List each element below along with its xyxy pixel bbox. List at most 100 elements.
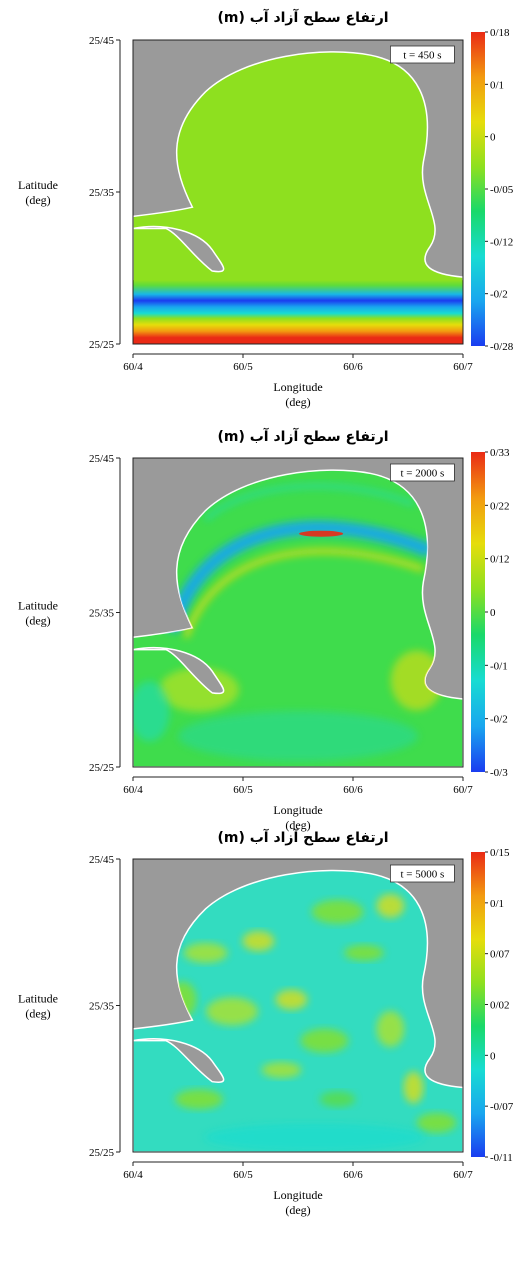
patch [175, 1089, 223, 1110]
x-tick-label: 60/5 [233, 361, 253, 373]
x-axis-unit: (deg) [285, 818, 310, 832]
water-pattern [133, 483, 443, 762]
wave-arc-upper [203, 483, 415, 522]
colorbar-tick-label: 0/1 [490, 79, 504, 91]
x-tick-label: 60/5 [233, 1169, 253, 1181]
land-peninsula [133, 225, 225, 273]
wave-band [133, 280, 463, 344]
patch [204, 1123, 425, 1152]
y-tick-label: 25/45 [89, 453, 115, 465]
colorbar: 0/15 0/1 0/07 0/02 0 -0/07 -0/11 [471, 847, 514, 1164]
x-tick-label: 60/7 [453, 361, 473, 373]
x-tick-label: 60/4 [123, 361, 143, 373]
colorbar-tick-label: -0/11 [490, 1152, 513, 1164]
time-label-text: t = 5000 s [401, 869, 445, 881]
patch [275, 989, 308, 1010]
x-axis-label: Longitude [273, 1188, 322, 1202]
colorbar-tick-label: 0 [490, 607, 496, 619]
y-tick-label: 25/25 [89, 339, 115, 351]
patch [376, 893, 405, 918]
time-label: t = 2000 s [389, 463, 455, 482]
colorbar-tick-label: 0/33 [490, 447, 510, 459]
colorbar-gradient [471, 452, 485, 772]
chart-title: ارتفاع سطح آزاد آب (m) [217, 828, 388, 846]
colorbar-tick-label: -0/28 [490, 341, 514, 353]
time-label-box [389, 864, 455, 883]
time-label-text: t = 450 s [403, 50, 441, 62]
colorbar-tick-label: -0/12 [490, 236, 513, 248]
time-label-box [389, 45, 455, 64]
colorbar-tick-label: -0/07 [490, 1101, 514, 1113]
wave-arc-trough [165, 520, 433, 633]
time-label: t = 450 s [389, 45, 455, 64]
x-axis-label: Longitude [273, 803, 322, 817]
y-axis-label: Latitude [18, 178, 58, 192]
colorbar-gradient [471, 32, 485, 346]
x-tick-label: 60/7 [453, 784, 473, 796]
colorbar-tick-label: -0/1 [490, 660, 508, 672]
x-tick-label: 60/4 [123, 1169, 143, 1181]
colorbar-tick-label: -0/2 [490, 714, 508, 726]
colorbar-tick-label: 0/1 [490, 898, 504, 910]
chart-panel-3: ارتفاع سطح آزاد آب (m) t = 5000 s 25/25 25/… [18, 828, 514, 1217]
patch [311, 899, 364, 924]
patch [183, 942, 228, 963]
colorbar-tick-label: -0/2 [490, 289, 508, 301]
water-pattern [133, 280, 463, 344]
patch [242, 931, 275, 952]
plot-area [133, 458, 463, 767]
land-peninsula [133, 646, 225, 695]
colorbar-tick-label: -0/3 [490, 767, 508, 779]
chart-panel-1: ارتفاع سطح آزاد آب (m) t = 450 s 25/25 25/3… [18, 8, 514, 409]
x-tick-label: 60/7 [453, 1169, 473, 1181]
colorbar-tick-label: 0/07 [490, 949, 510, 961]
x-tick-label: 60/6 [343, 1169, 363, 1181]
y-tick-label: 25/25 [89, 762, 115, 774]
x-tick-label: 60/4 [123, 784, 143, 796]
plot-frame [132, 457, 464, 768]
y-tick-label: 25/35 [89, 608, 115, 620]
colorbar-tick-label: 0/12 [490, 554, 510, 566]
y-axis-unit: (deg) [25, 1007, 50, 1021]
plot-area [133, 40, 463, 344]
colorbar-tick-label: 0/18 [490, 27, 510, 39]
time-label-box [389, 463, 455, 482]
water-pattern [152, 893, 457, 1152]
wave-arc-crest [182, 548, 425, 639]
x-tick-label: 60/6 [343, 784, 363, 796]
colorbar-gradient [471, 852, 485, 1157]
y-tick-label: 25/25 [89, 1147, 115, 1159]
land-peninsula [133, 1038, 225, 1083]
colorbar-tick-label: -0/05 [490, 184, 514, 196]
plot-frame [132, 858, 464, 1153]
patch [390, 650, 443, 711]
colorbar-tick-label: 0 [490, 1050, 496, 1062]
x-axis-unit: (deg) [285, 1203, 310, 1217]
patch [300, 1028, 349, 1053]
x-tick-label: 60/5 [233, 784, 253, 796]
patch [319, 1091, 356, 1108]
x-axis-unit: (deg) [285, 395, 310, 409]
x-axis-label: Longitude [273, 380, 322, 394]
patch [261, 1061, 302, 1078]
chart-title: ارتفاع سطح آزاد آب (m) [217, 8, 388, 26]
y-tick-label: 25/35 [89, 187, 115, 199]
patch [133, 681, 170, 742]
colorbar-tick-label: 0 [490, 132, 496, 144]
y-tick-label: 25/45 [89, 35, 115, 47]
colorbar: 0/18 0/1 0 -0/05 -0/12 -0/2 -0/28 [471, 27, 514, 353]
x-tick-label: 60/6 [343, 361, 363, 373]
plot-frame [132, 39, 464, 345]
time-label-text: t = 2000 s [401, 468, 445, 480]
patch [416, 1112, 457, 1133]
colorbar-tick-label: 0/22 [490, 500, 510, 512]
chart-panel-2: ارتفاع سطح آزاد آب (m) t = 2000 s 25/25 25/… [18, 427, 510, 832]
y-axis-unit: (deg) [25, 614, 50, 628]
colorbar-tick-label: 0/15 [490, 847, 510, 859]
colorbar: 0/33 0/22 0/12 0 -0/1 -0/2 -0/3 [471, 447, 510, 779]
wave-peak [299, 530, 344, 537]
patch [178, 711, 418, 762]
chart-title: ارتفاع سطح آزاد آب (m) [217, 427, 388, 445]
